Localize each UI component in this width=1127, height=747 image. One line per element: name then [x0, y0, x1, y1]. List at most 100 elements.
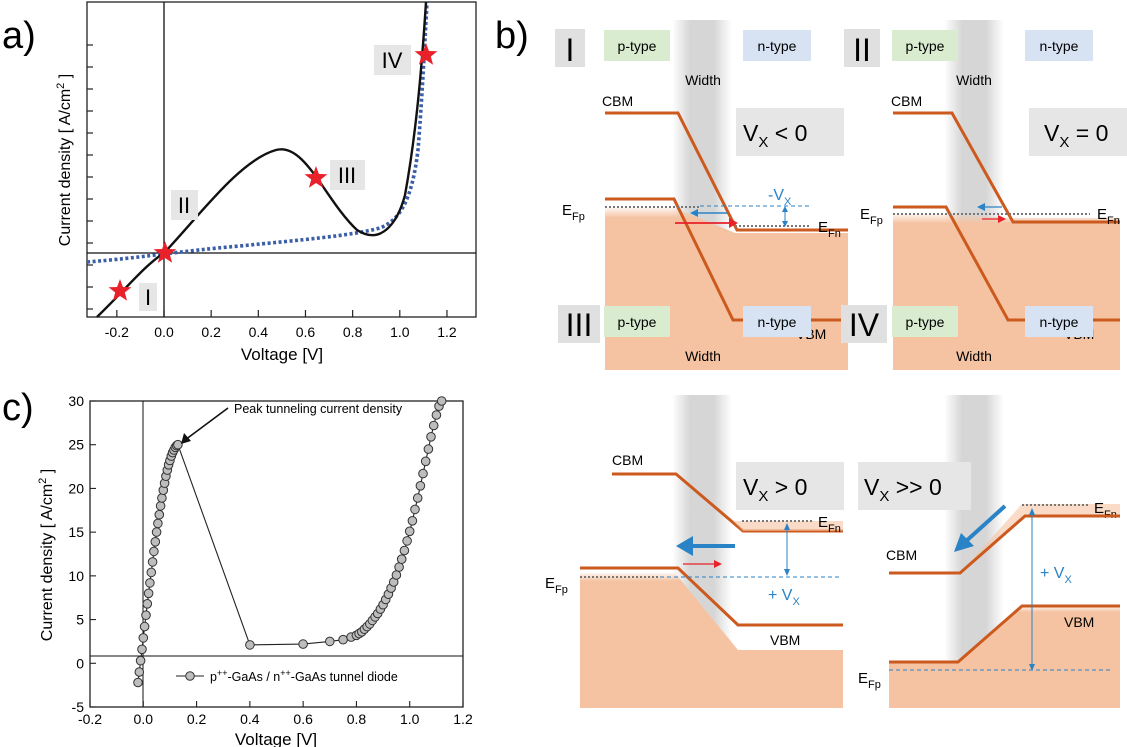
efn-I-sub: Fn [828, 228, 841, 240]
ntype-I-box [743, 30, 811, 61]
panel-a-xtick-label: 0.6 [296, 324, 316, 340]
panel-c-xtick-label: 0.0 [134, 711, 154, 727]
panel-b: b) I p-type n-type Width CBM VBM EFp EFn [495, 15, 1127, 708]
efn-III-sub: Fn [828, 523, 841, 535]
efp-I-sub: Fp [572, 211, 585, 223]
data-point [137, 644, 147, 655]
panel-a-ticks [87, 44, 448, 317]
vx-I-label: VX < 0 [743, 120, 807, 151]
data-point [407, 516, 418, 526]
band-IV-fill-top [960, 504, 1120, 573]
panel-c-ytick-label: 5 [76, 612, 84, 628]
vx-IV-rel: >> 0 [889, 474, 941, 500]
roman-IV-label: IV [849, 307, 880, 343]
peak-annotation-arrow-line [184, 407, 229, 441]
data-point [418, 468, 428, 479]
cbm-III-label: CBM [612, 452, 643, 468]
data-point [402, 536, 412, 546]
panel-c-xtick-label: 0.8 [347, 711, 367, 727]
data-point [428, 420, 439, 431]
data-point [149, 546, 159, 557]
vx-III-label: VX > 0 [743, 474, 807, 505]
data-point [155, 501, 166, 511]
cbm-I-line [605, 111, 848, 232]
data-point [139, 621, 150, 632]
panel-a-ylabel: Current density [ A/cm2 ] [55, 74, 74, 246]
data-point [412, 493, 423, 503]
delta-III-head-bottom [784, 569, 790, 576]
vx-IV-main: V [864, 474, 880, 500]
width-IV-label: Width [956, 348, 992, 364]
efp-II-label: EFp [860, 206, 883, 227]
panel-a-xlabel: Voltage [V] [241, 345, 323, 364]
vx-III-box [736, 462, 844, 510]
ntype-I-label: n-type [758, 38, 797, 54]
data-point [151, 527, 162, 537]
panel-c-xtick-label: 0.6 [293, 711, 313, 727]
efn-I-label: EFn [818, 219, 841, 240]
vbm-III-label: VBM [770, 632, 800, 648]
data-point [133, 677, 143, 688]
delta-IV-label: + VX [1040, 565, 1072, 586]
roman-I-box [555, 29, 585, 67]
blue-arrowhead-I [690, 209, 698, 217]
panel-c-ytick-label: 15 [68, 524, 84, 540]
panel-a-ylabel-main: Current density [ A/cm [57, 89, 74, 246]
blue-arrow-IV [962, 504, 1007, 545]
panel-a-xtick-label: 0.8 [343, 324, 363, 340]
ptype-I-label: p-type [618, 38, 657, 54]
peak-annotation: Peak tunneling current density [181, 402, 403, 444]
cbm-I-label: CBM [602, 93, 633, 109]
legend-sup2: ++ [280, 668, 291, 678]
panel-c-ylabel: Current density [ A/cm2 ] [37, 469, 56, 641]
roman-I-label: I [566, 32, 575, 68]
band-I-fill [605, 208, 848, 370]
data-point [153, 518, 163, 529]
efn-II-label: EFn [1097, 206, 1120, 227]
panel-c-ytick-label: 0 [76, 655, 84, 671]
vx-IV-label: VX >> 0 [864, 474, 942, 505]
legend-part3: -GaAs tunnel diode [291, 670, 398, 684]
data-point [142, 599, 153, 609]
data-point [146, 567, 157, 578]
roman-II-box [844, 29, 880, 67]
efp-I-main: E [562, 202, 572, 219]
panel-c-xtick-label: 0.4 [240, 711, 260, 727]
panel-c-ylabel-sup: 2 [37, 478, 49, 484]
efn-III-label: EFn [818, 514, 841, 535]
ptype-II-label: p-type [906, 38, 945, 54]
legend-sup1: ++ [217, 668, 228, 678]
cbm-IV-label: CBM [886, 547, 917, 563]
panel-c-ylabel-main: Current density [ A/cm [39, 484, 56, 641]
delta-III-main: + V [768, 587, 793, 604]
roman-III-box [558, 305, 600, 343]
panel-c-frame [89, 400, 464, 708]
band-II-fill [893, 214, 1120, 370]
efn-I-main: E [818, 219, 828, 236]
vx-II-label: VX = 0 [1044, 120, 1108, 151]
band-diagram-III: III p-type n-type Width CBM EFn VBM EFp … [545, 305, 844, 708]
delta-III-sub: X [792, 596, 800, 608]
data-point [415, 481, 426, 491]
data-point [399, 545, 410, 556]
panel-c-xtick-label: 0.2 [187, 711, 207, 727]
width-II-label: Width [956, 72, 992, 88]
cbm-II-line [893, 111, 1120, 224]
panel-b-letter: b) [495, 15, 529, 57]
width-III-label: Width [685, 348, 721, 364]
panel-a-xtick-label: 1.0 [390, 324, 410, 340]
efp-III-label: EFp [545, 575, 568, 596]
data-point [410, 504, 420, 515]
band-IV-fill [889, 606, 1120, 708]
legend-marker [185, 671, 195, 681]
marker-II: II [171, 190, 198, 220]
marker-I: I [139, 283, 157, 311]
band-diagram-IV: IV p-type n-type Width EFn CBM VBM EFp +… [841, 305, 1120, 708]
ptype-IV-label: p-type [906, 314, 945, 330]
red-arrowhead-II [998, 215, 1006, 223]
data-point [436, 396, 447, 406]
data-point [141, 610, 151, 621]
ntype-II-box [1025, 30, 1093, 61]
vx-II-main: V [1044, 120, 1060, 146]
data-point [157, 493, 167, 503]
